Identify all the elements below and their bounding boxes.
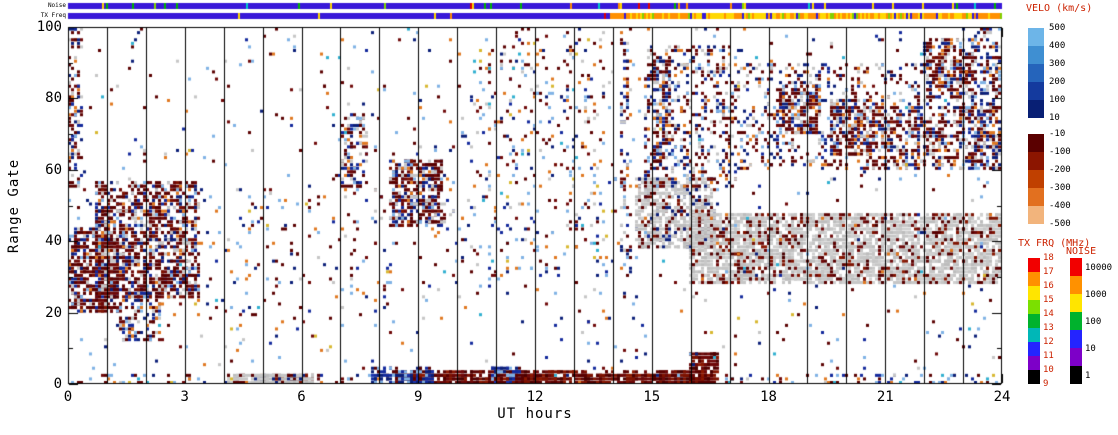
txfrq-scale-label: 13	[1043, 323, 1054, 333]
colorbar-segment	[1070, 348, 1082, 366]
txfrq-scale-label: 16	[1043, 281, 1054, 291]
colorbar-segment	[1070, 312, 1082, 330]
txfrq-scale-label: 18	[1043, 253, 1054, 263]
x-tick-label: 3	[180, 389, 189, 405]
txfreq-strip-label: TX Freq	[40, 12, 66, 19]
colorbar-segment	[1070, 294, 1082, 312]
colorbar-segment	[1028, 134, 1044, 152]
colorbar-segment	[1028, 188, 1044, 206]
velo-scale-label: -100	[1049, 147, 1071, 157]
noise-scale-label: 10000	[1085, 263, 1113, 273]
x-tick-label: 6	[297, 389, 306, 405]
colorbar-segment	[1028, 370, 1040, 384]
colorbar-segment	[1028, 170, 1044, 188]
colorbar-segment	[1070, 366, 1082, 384]
colorbar-segment	[1028, 82, 1044, 100]
velo-scale-label: 500	[1049, 23, 1066, 33]
velo-scale-label: 10	[1049, 113, 1060, 123]
colorbar-segment	[1028, 100, 1044, 118]
y-tick-label: 100	[36, 19, 62, 35]
txfrq-colorbar-title: TX FRQ (MHz)	[1018, 238, 1091, 249]
txfrq-colorbar	[1028, 258, 1040, 384]
velo-scale-label: -400	[1049, 201, 1071, 211]
x-axis-title: UT hours	[497, 406, 573, 422]
noise-strip-label: Noise	[47, 2, 66, 9]
colorbar-segment	[1028, 272, 1040, 286]
noise-colorbar-title: NOISE	[1066, 246, 1097, 257]
colorbar-segment	[1028, 258, 1040, 272]
velo-scale-label: -500	[1049, 219, 1071, 229]
x-tick-label: 0	[63, 389, 73, 405]
colorbar-segment	[1028, 286, 1040, 300]
colorbar-segment	[1028, 46, 1044, 64]
velo-scale-label: 400	[1049, 41, 1066, 51]
txfrq-scale-label: 10	[1043, 365, 1054, 375]
colorbar-segment	[1028, 356, 1040, 370]
velo-scale-label: -300	[1049, 183, 1071, 193]
velo-scale-label: -10	[1049, 129, 1066, 139]
velo-colorbar	[1028, 28, 1044, 224]
x-tick-label: 9	[414, 389, 423, 405]
velo-scale-label: 100	[1049, 95, 1066, 105]
noise-scale-label: 1000	[1085, 290, 1107, 300]
y-tick-label: 0	[53, 376, 62, 392]
colorbar-segment	[1028, 342, 1040, 356]
txfrq-scale-label: 14	[1043, 309, 1054, 319]
y-tick-label: 60	[45, 161, 62, 178]
colorbar-segment	[1028, 64, 1044, 82]
noise-scale-label: 10	[1085, 344, 1096, 354]
colorbar-segment	[1070, 258, 1082, 276]
colorbar-segment	[1028, 152, 1044, 170]
noise-colorbar	[1070, 258, 1082, 384]
x-tick-label: 24	[993, 389, 1011, 405]
x-tick-label: 18	[760, 389, 777, 405]
colorbar-segment	[1028, 28, 1044, 46]
colorbar-segment	[1070, 330, 1082, 348]
txfrq-scale-label: 17	[1043, 267, 1054, 277]
noise-scale-label: 100	[1085, 317, 1102, 327]
y-tick-label: 20	[45, 304, 62, 321]
velo-colorbar-title: VELO (km/s)	[1026, 3, 1093, 14]
colorbar-zero-gap	[1028, 118, 1044, 134]
colorbar-segment	[1070, 276, 1082, 294]
velo-scale-label: -200	[1049, 165, 1071, 175]
x-tick-label: 12	[526, 389, 544, 405]
y-tick-label: 80	[45, 90, 62, 107]
txfrq-scale-label: 11	[1043, 351, 1054, 361]
y-tick-label: 40	[45, 233, 62, 250]
txfrq-scale-label: 12	[1043, 337, 1054, 347]
y-axis-title: Range Gate	[6, 158, 22, 254]
txfrq-scale-label: 15	[1043, 295, 1054, 305]
colorbar-segment	[1028, 314, 1040, 328]
x-tick-label: 21	[876, 389, 894, 405]
x-tick-label: 15	[643, 389, 661, 405]
txfrq-scale-label: 9	[1043, 379, 1049, 389]
velo-scale-label: 300	[1049, 59, 1066, 69]
colorbar-segment	[1028, 206, 1044, 224]
colorbar-segment	[1028, 328, 1040, 342]
noise-scale-label: 1	[1085, 371, 1091, 381]
velo-scale-label: 200	[1049, 77, 1066, 87]
colorbar-segment	[1028, 300, 1040, 314]
